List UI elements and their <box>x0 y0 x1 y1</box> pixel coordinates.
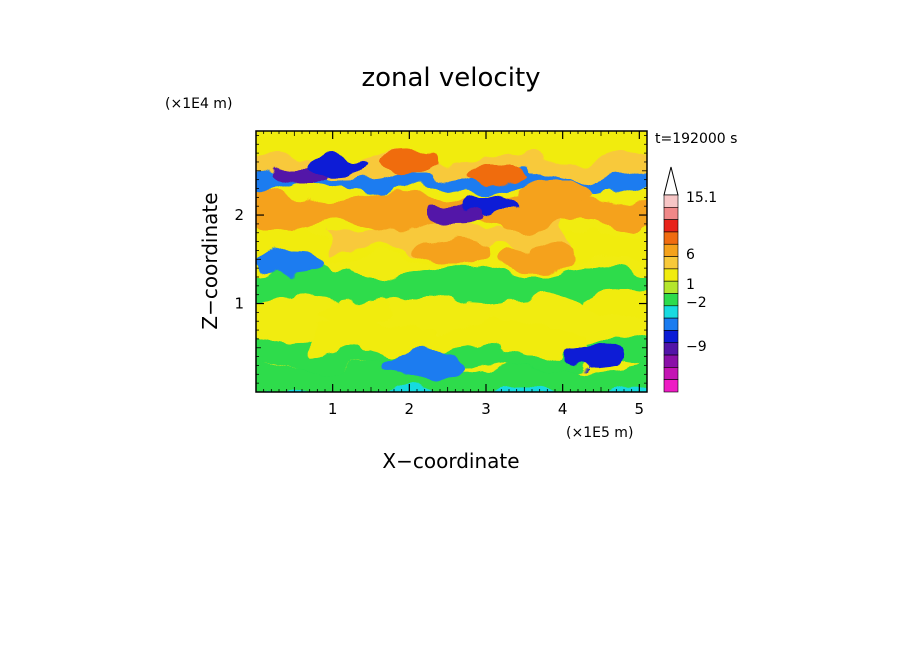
contour-cell <box>380 152 439 172</box>
velocity-field <box>256 131 647 392</box>
contour-band <box>312 319 583 359</box>
contour-cell <box>464 165 523 186</box>
colorbar-swatch <box>663 207 679 220</box>
contour-cell <box>516 179 594 207</box>
contour-cell <box>564 346 623 367</box>
x-multiplier-label: (×1E5 m) <box>566 425 633 441</box>
colorbar-swatch <box>663 379 679 393</box>
colorbar-swatch <box>663 194 679 208</box>
colorbar-swatch <box>663 243 679 257</box>
colorbar-swatch <box>663 219 679 233</box>
contour-cell <box>501 246 579 273</box>
colorbar-swatch <box>663 256 679 270</box>
chart-title: zonal velocity <box>361 63 540 93</box>
y-axis-label: Z−coordinate <box>198 192 222 329</box>
x-axis: 1 2 3 4 5 <box>263 131 648 418</box>
colorbar-swatch <box>663 305 679 319</box>
colorbar-label: 1 <box>686 277 695 293</box>
colorbar-swatch <box>663 293 679 307</box>
colorbar-swatch <box>663 268 679 282</box>
contour-cell <box>256 197 329 224</box>
x-tick-label: 4 <box>558 400 568 418</box>
contour-cell <box>307 156 366 177</box>
y-tick-label: 1 <box>234 295 244 313</box>
contour-band <box>256 131 647 165</box>
contour-cell <box>461 196 519 217</box>
contour-band <box>256 266 647 306</box>
colorbar-swatch <box>663 231 679 245</box>
colorbar-swatch <box>663 367 679 380</box>
contour-cell <box>317 299 395 326</box>
y-tick-label: 2 <box>234 206 244 224</box>
contour-cell <box>386 352 464 379</box>
x-axis-label: X−coordinate <box>382 449 519 473</box>
colorbar-arrow <box>663 166 679 196</box>
colorbar-label: 6 <box>686 247 695 263</box>
colorbar-swatch <box>663 354 679 368</box>
colorbar: 15.1 6 1 −2 −9 <box>663 166 717 393</box>
colorbar-swatch <box>663 317 679 331</box>
plot-frame <box>255 130 648 393</box>
colorbar-label: −9 <box>686 339 707 355</box>
colorbar-swatch <box>663 280 679 294</box>
x-tick-label: 5 <box>635 400 645 418</box>
contour-cell <box>416 237 494 264</box>
colorbar-swatch <box>663 330 679 344</box>
x-tick-label: 3 <box>481 400 491 418</box>
time-label: t=192000 s <box>655 131 737 147</box>
contour-cell <box>585 290 647 317</box>
colorbar-label: −2 <box>686 295 707 311</box>
plot-area <box>256 131 647 392</box>
colorbar-label: 15.1 <box>686 190 717 206</box>
colorbar-swatch <box>663 342 679 356</box>
x-tick-label: 2 <box>405 400 415 418</box>
contour-cell <box>256 250 329 277</box>
x-tick-label: 1 <box>328 400 338 418</box>
y-axis: 12 <box>234 135 647 384</box>
y-multiplier-label: (×1E4 m) <box>165 96 232 112</box>
